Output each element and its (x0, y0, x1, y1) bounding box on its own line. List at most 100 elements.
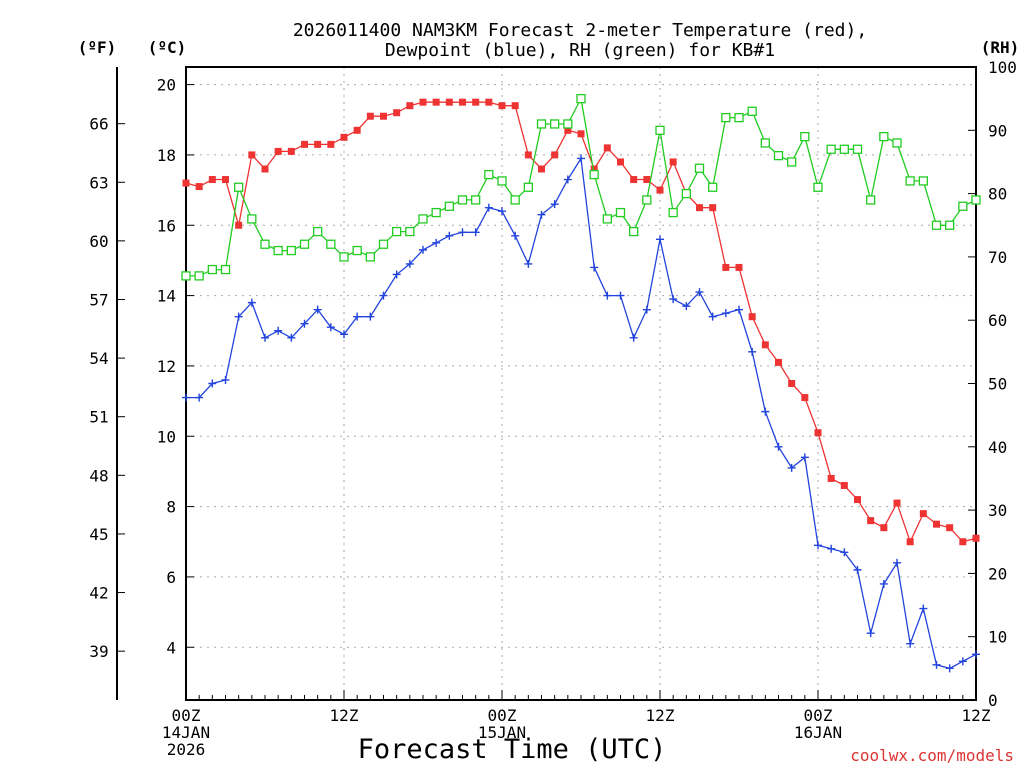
point-dewpoint (840, 548, 849, 557)
point-dewpoint (287, 333, 296, 342)
f-tick-label: 57 (89, 290, 108, 309)
point-temperature (314, 140, 322, 148)
point-dewpoint (353, 312, 362, 321)
point-dewpoint (247, 298, 256, 307)
point-temperature (538, 165, 545, 173)
point-dewpoint (906, 639, 915, 648)
point-temperature (946, 524, 954, 532)
point-temperature (261, 165, 269, 173)
point-temperature (867, 517, 875, 525)
point-temperature (788, 380, 796, 387)
point-temperature (669, 158, 677, 166)
point-rh (313, 226, 323, 237)
f-tick-label: 42 (89, 584, 108, 603)
point-dewpoint (958, 657, 967, 666)
point-rh (668, 207, 678, 218)
rh-tick-label: 0 (988, 691, 998, 710)
point-rh (826, 144, 836, 154)
rh-tick-label: 70 (988, 248, 1007, 267)
point-temperature (524, 151, 532, 159)
point-rh (326, 239, 336, 249)
point-dewpoint (708, 312, 717, 321)
point-dewpoint (800, 453, 809, 462)
point-rh (352, 245, 362, 256)
point-rh (563, 119, 573, 129)
x-tick-label: 15JAN (478, 723, 526, 742)
point-rh (339, 252, 349, 262)
point-rh (550, 119, 560, 129)
point-temperature (801, 394, 809, 402)
c-tick-label: 20 (157, 76, 176, 95)
point-temperature (208, 176, 216, 184)
point-dewpoint (866, 629, 875, 638)
point-temperature (235, 221, 243, 229)
point-rh (234, 182, 244, 192)
point-rh (694, 163, 705, 173)
x-tick-label: 14JAN (162, 723, 210, 742)
point-rh (194, 271, 204, 281)
point-temperature (630, 176, 638, 184)
rh-tick-label: 50 (988, 375, 1007, 394)
point-temperature (393, 109, 401, 117)
c-tick-label: 14 (157, 287, 176, 306)
point-dewpoint (524, 259, 533, 268)
x-tick-label: 00Z (804, 706, 833, 725)
point-dewpoint (761, 407, 770, 416)
point-rh (392, 226, 402, 237)
point-dewpoint (656, 235, 664, 244)
axes (116, 66, 977, 701)
point-temperature (827, 474, 835, 482)
point-dewpoint (484, 203, 493, 212)
point-dewpoint (577, 154, 585, 163)
point-temperature (603, 144, 611, 152)
series-line-rh (186, 96, 977, 277)
point-dewpoint (550, 200, 559, 209)
point-rh (260, 239, 270, 249)
point-rh (286, 245, 296, 256)
rh-tick-label: 80 (988, 185, 1007, 204)
point-temperature (287, 147, 295, 155)
point-dewpoint (379, 291, 388, 300)
point-temperature (511, 102, 519, 110)
rh-tick-label: 100 (988, 58, 1017, 77)
x-tick-label: 12Z (646, 706, 675, 725)
point-temperature (880, 524, 888, 532)
f-tick-label: 66 (89, 115, 108, 134)
x-tick-label: 2026 (167, 740, 206, 759)
x-tick-label: 00Z (172, 706, 201, 725)
rh-tick-label: 20 (988, 564, 1007, 583)
point-dewpoint (313, 305, 322, 314)
point-dewpoint (629, 333, 638, 342)
point-rh (945, 220, 955, 230)
point-rh (220, 264, 231, 275)
point-dewpoint (458, 228, 467, 237)
point-rh (931, 220, 942, 230)
point-temperature (972, 534, 980, 542)
c-tick-label: 8 (166, 498, 176, 517)
point-rh (787, 157, 797, 167)
point-dewpoint (787, 463, 796, 472)
point-temperature (301, 140, 308, 148)
point-dewpoint (642, 305, 651, 314)
point-dewpoint (695, 288, 704, 297)
point-dewpoint (893, 558, 901, 567)
point-temperature (590, 165, 598, 173)
point-rh (181, 271, 191, 281)
point-dewpoint (932, 660, 941, 669)
point-rh (655, 125, 665, 135)
c-tick-label: 18 (157, 146, 176, 165)
point-dewpoint (511, 231, 520, 240)
point-rh (971, 195, 981, 205)
point-temperature (380, 112, 387, 120)
point-temperature (933, 520, 940, 528)
point-temperature (643, 176, 651, 184)
f-tick-label: 63 (89, 173, 108, 192)
point-rh (642, 195, 652, 205)
point-rh (365, 252, 375, 262)
point-dewpoint (445, 231, 454, 240)
point-temperature (182, 179, 190, 187)
point-dewpoint (537, 210, 546, 219)
unit-rh-label: (RH) (981, 38, 1020, 57)
point-rh (431, 207, 441, 218)
